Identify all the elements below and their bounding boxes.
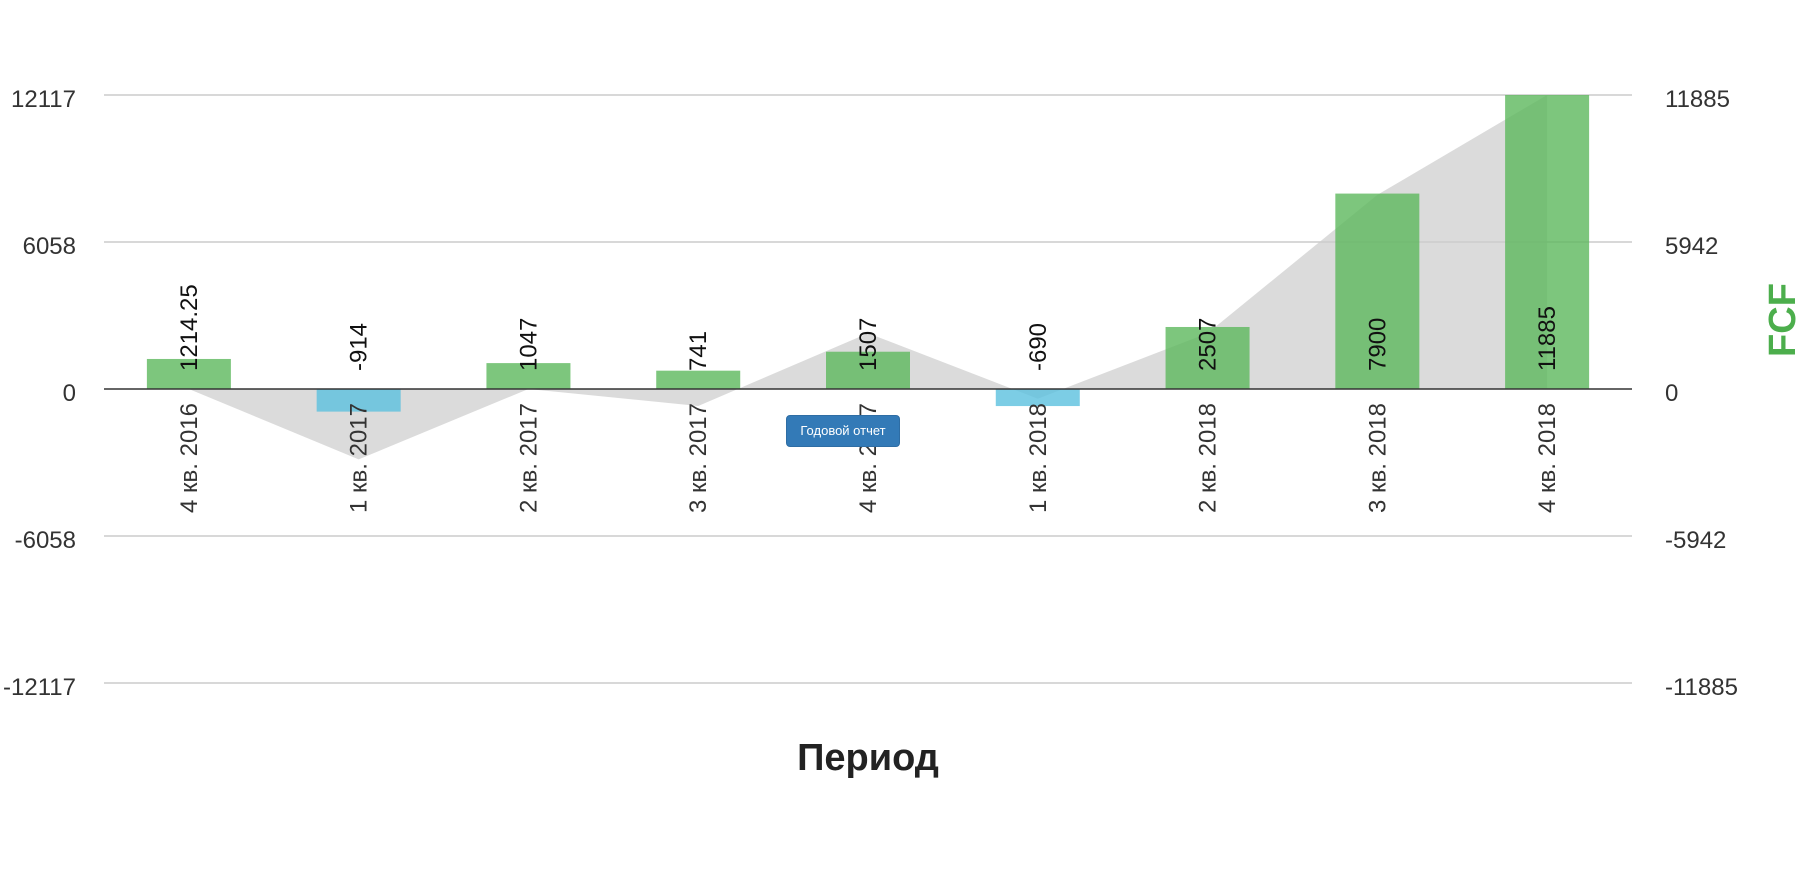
category-label: 3 кв. 2018 [1364,403,1391,513]
bar [486,363,571,389]
right-tick-label: -5942 [1665,527,1726,554]
left-tick-label: 6058 [23,233,76,260]
right-axis-ticks: 11885 5942 0 -5942 -11885 [1665,86,1738,701]
left-tick-label: -12117 [3,674,76,701]
category-label: 4 кв. 2018 [1534,403,1561,513]
right-tick-label: -11885 [1665,674,1738,701]
annual-report-button[interactable]: Годовой отчет [786,415,900,447]
bar [656,370,741,389]
left-tick-label: 12117 [11,86,76,113]
value-label: 11885 [1534,306,1561,371]
value-label: 1214.25 [176,284,203,371]
value-label: 7900 [1364,318,1391,371]
value-label: -914 [346,323,373,371]
category-label: 2 кв. 2018 [1195,403,1222,513]
value-label: 2507 [1195,318,1222,371]
category-label: 4 кв. 2016 [176,403,203,513]
value-label: 741 [685,331,712,371]
value-label: -690 [1025,323,1052,371]
right-tick-label: 0 [1665,380,1678,407]
left-tick-label: -6058 [15,527,76,554]
bar [146,358,231,389]
bar [1335,193,1420,389]
bar [826,351,910,389]
category-label: 1 кв. 2017 [346,403,373,513]
value-labels: 1214.25 -914 1047 741 1507 -690 2507 7900 11885 [176,284,1561,371]
value-label: 1047 [515,318,542,371]
bar [1165,326,1250,389]
left-axis-ticks: 12117 6058 0 -6058 -12117 [3,86,76,701]
left-tick-label: 0 [63,380,76,407]
bar [1505,95,1590,389]
right-tick-label: 11885 [1665,86,1730,113]
right-tick-label: 5942 [1665,233,1718,260]
category-label: 1 кв. 2018 [1025,403,1052,513]
category-label: 3 кв. 2017 [685,403,712,513]
category-labels: 4 кв. 2016 1 кв. 2017 2 кв. 2017 3 кв. 2017… [176,403,1561,513]
category-label: 2 кв. 2017 [515,403,542,513]
bar [995,389,1080,407]
value-label: 1507 [855,318,882,371]
y-axis-title-right: FCF [1762,283,1804,357]
x-axis-title: Период [797,737,939,779]
bar-series [146,95,1590,412]
bar [316,389,401,412]
